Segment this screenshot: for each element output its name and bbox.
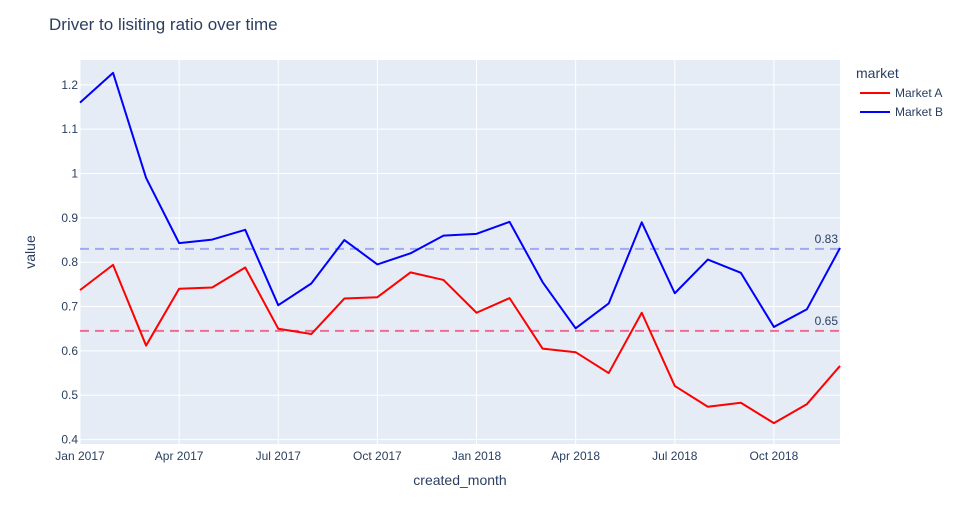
legend-items: Market A Market B	[860, 86, 943, 119]
plot-area	[80, 60, 840, 444]
series-line	[79, 263, 841, 425]
y-tick-label: 0.5	[61, 388, 78, 402]
series-lines	[79, 71, 841, 425]
x-tick-label: Jan 2017	[55, 449, 105, 463]
y-tick-label: 1.1	[61, 122, 78, 136]
legend-title: market	[856, 65, 899, 81]
y-tick-label: 0.9	[61, 211, 78, 225]
y-tick-label: 1.2	[61, 78, 78, 92]
grid-lines	[79, 60, 840, 444]
reference-line-label: 0.83	[815, 232, 839, 246]
x-tick-label: Oct 2017	[353, 449, 402, 463]
x-axis-title: created_month	[413, 472, 506, 488]
reference-lines: 0.83 0.65	[80, 232, 840, 332]
x-tick-label: Oct 2018	[750, 449, 799, 463]
y-tick-label: 1	[71, 167, 78, 181]
y-axis-ticks: 0.4 0.5 0.6 0.7 0.8 0.9 1 1.1 1.2	[61, 78, 78, 447]
x-tick-label: Jul 2018	[652, 449, 698, 463]
series-line	[79, 71, 841, 330]
y-tick-label: 0.8	[61, 255, 78, 269]
chart-title: Driver to lisiting ratio over time	[49, 15, 278, 34]
y-tick-label: 0.7	[61, 300, 78, 314]
y-tick-label: 0.4	[61, 433, 78, 447]
x-tick-label: Jul 2017	[256, 449, 302, 463]
x-tick-label: Jan 2018	[452, 449, 502, 463]
y-axis-title: value	[22, 235, 38, 269]
y-tick-label: 0.6	[61, 344, 78, 358]
reference-line-label: 0.65	[815, 314, 839, 328]
legend: market Market A Market B	[856, 65, 943, 119]
legend-label: Market A	[895, 86, 942, 100]
legend-label: Market B	[895, 105, 943, 119]
x-tick-label: Apr 2017	[155, 449, 204, 463]
x-tick-label: Apr 2018	[551, 449, 600, 463]
x-axis-ticks: Jan 2017 Apr 2017 Jul 2017 Oct 2017 Jan 2018…	[55, 449, 798, 463]
